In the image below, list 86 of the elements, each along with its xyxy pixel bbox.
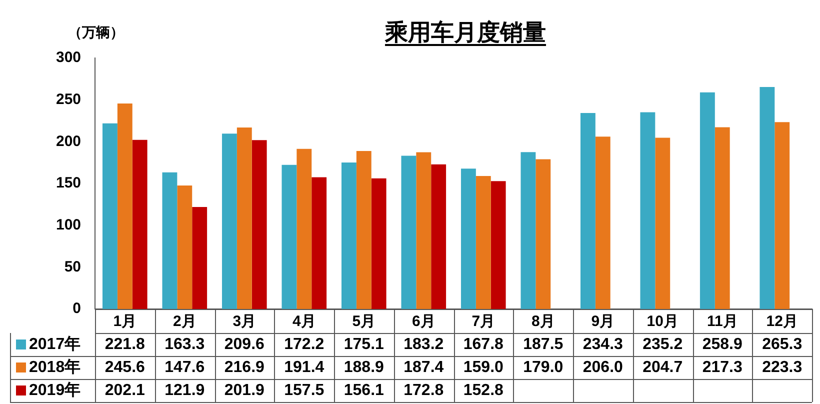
data-label: 234.3 <box>582 336 623 353</box>
x-tick-label: 2月 <box>172 313 196 330</box>
bar <box>371 178 386 309</box>
data-label: 217.3 <box>702 358 742 376</box>
bar <box>490 181 506 309</box>
bar <box>431 164 446 309</box>
x-tick-label: 4月 <box>292 313 316 330</box>
data-label: 202.1 <box>104 382 146 399</box>
bar <box>252 140 267 309</box>
bar <box>296 148 312 309</box>
data-label: 157.5 <box>284 382 324 399</box>
data-label: 172.8 <box>404 382 444 399</box>
bar <box>655 138 670 309</box>
bar <box>401 156 416 309</box>
bar <box>580 112 596 309</box>
y-axis-title: （万辆） <box>68 24 124 40</box>
data-label: 172.2 <box>284 336 324 353</box>
data-label: 209.6 <box>224 336 265 353</box>
data-label: 223.3 <box>762 358 802 376</box>
data-label: 175.1 <box>344 336 384 353</box>
bar <box>356 150 372 309</box>
data-label: 201.9 <box>224 382 265 399</box>
data-label: 221.8 <box>104 336 146 353</box>
y-tick-label: 300 <box>56 49 82 66</box>
x-tick-label: 12月 <box>766 313 798 330</box>
bar <box>341 162 356 309</box>
bar <box>222 134 237 309</box>
bar <box>714 127 730 309</box>
y-tick-label: 150 <box>56 174 82 192</box>
data-label: 191.4 <box>284 358 324 376</box>
y-tick-label: 0 <box>72 300 82 318</box>
data-label: 206.0 <box>582 358 623 376</box>
x-tick-label: 8月 <box>531 313 555 330</box>
data-label: 187.5 <box>523 336 564 353</box>
data-label: 121.9 <box>164 382 205 399</box>
data-label: 167.8 <box>463 336 504 353</box>
x-tick-label: 3月 <box>232 313 256 330</box>
data-label: 265.3 <box>762 336 802 353</box>
x-tick-label: 5月 <box>352 313 376 330</box>
data-label: 179.0 <box>523 358 564 376</box>
x-tick-label: 11月 <box>706 313 738 330</box>
x-tick-label: 6月 <box>412 313 436 330</box>
data-label: 187.4 <box>404 358 444 376</box>
bar <box>192 207 208 309</box>
bar <box>700 92 715 309</box>
bar <box>760 87 775 309</box>
data-label: 183.2 <box>404 336 444 353</box>
x-tick-label: 7月 <box>472 313 496 330</box>
y-tick-label: 50 <box>64 258 82 276</box>
bar <box>640 112 656 309</box>
y-tick-label: 200 <box>56 132 82 150</box>
data-label: 188.9 <box>344 358 384 376</box>
bar <box>476 176 491 309</box>
data-label: 258.9 <box>702 336 742 353</box>
data-label: 159.0 <box>463 358 504 376</box>
x-tick-label: 9月 <box>591 313 615 330</box>
legend-label: 2017年 <box>29 334 81 353</box>
y-tick-label: 100 <box>56 216 82 234</box>
x-tick-label: 1月 <box>113 313 137 330</box>
data-label: 147.6 <box>164 358 205 376</box>
bar <box>520 152 536 309</box>
bar <box>177 186 192 309</box>
data-label: 216.9 <box>224 358 265 376</box>
bar <box>236 128 252 309</box>
bar <box>460 168 476 309</box>
data-label: 235.2 <box>642 336 683 353</box>
bar <box>102 123 118 309</box>
x-tick-label: 10月 <box>646 313 678 330</box>
data-label: 163.3 <box>164 336 205 353</box>
data-label: 152.8 <box>463 382 504 399</box>
bar <box>774 122 790 309</box>
data-label: 204.7 <box>642 358 683 376</box>
y-tick-label: 250 <box>56 90 82 108</box>
legend-label: 2018年 <box>29 358 81 376</box>
bar <box>312 177 327 309</box>
chart-title: 乘用车月度销量 <box>384 19 546 45</box>
data-label: 245.6 <box>104 358 146 376</box>
legend-label: 2019年 <box>29 380 81 399</box>
bar <box>162 172 178 309</box>
bar <box>595 136 610 309</box>
bar <box>117 104 132 309</box>
data-label: 156.1 <box>344 382 384 399</box>
bar <box>282 164 297 309</box>
bar <box>416 152 432 309</box>
bar <box>536 159 551 309</box>
bar <box>132 140 148 309</box>
